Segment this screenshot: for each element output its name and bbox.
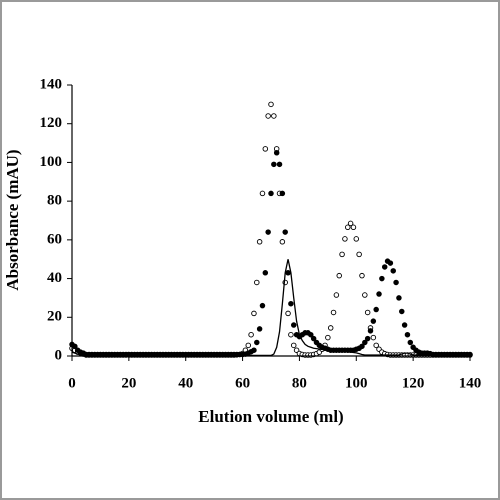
open-circle-point <box>271 113 277 119</box>
y-tick-label: 60 <box>47 231 62 247</box>
y-tick-label: 100 <box>40 154 63 170</box>
filled-circle-point <box>401 322 408 328</box>
filled-circle-point <box>404 331 411 338</box>
open-circle-point <box>285 310 291 317</box>
filled-circle-point <box>407 339 414 346</box>
open-circle-point <box>245 342 252 349</box>
filled-circle-point <box>282 229 288 235</box>
filled-circle-point <box>310 335 317 342</box>
open-circle-point <box>254 279 260 286</box>
open-circle-point <box>279 239 286 245</box>
open-circle-point <box>336 272 342 279</box>
filled-circle-point <box>256 326 263 332</box>
open-circle-point <box>259 190 266 197</box>
filled-circle-point <box>367 328 374 334</box>
open-circle-point <box>333 292 340 298</box>
filled-circle-point <box>290 322 297 328</box>
y-tick-label: 140 <box>40 76 63 92</box>
y-tick-label: 80 <box>47 193 62 209</box>
filled-circle-point <box>381 264 388 270</box>
filled-circle-point <box>276 161 283 168</box>
filled-circle-point <box>364 335 371 342</box>
open-circle-point <box>356 251 362 258</box>
filled-circle-point <box>273 149 280 156</box>
filled-circle-point <box>285 270 291 276</box>
x-tick-label: 100 <box>345 375 368 391</box>
filled-circle-point <box>254 339 260 346</box>
filled-circle-point <box>399 308 405 315</box>
open-circle-point <box>364 309 371 316</box>
open-circle-point <box>339 251 345 258</box>
y-tick-label: 120 <box>40 115 63 131</box>
open-circle-point <box>288 331 294 338</box>
filled-circle-point <box>359 343 365 350</box>
filled-circle-point <box>387 260 394 266</box>
x-tick-label: 0 <box>68 375 76 391</box>
open-circle-point <box>359 272 365 279</box>
open-circle-point <box>290 342 297 349</box>
filled-circle-point <box>370 318 377 324</box>
open-circle-point <box>362 292 368 298</box>
filled-circle-point <box>271 161 277 168</box>
open-circle-point <box>248 331 254 338</box>
open-circle-point <box>268 101 274 108</box>
open-circle-point <box>325 334 331 341</box>
filled-circle-point <box>362 339 368 346</box>
open-circle-point <box>251 310 257 317</box>
filled-circle-point <box>288 300 294 307</box>
filled-circle-point <box>262 270 269 276</box>
filled-circle-point <box>373 306 379 313</box>
y-tick-label: 40 <box>47 270 62 286</box>
open-circle-point <box>347 220 354 227</box>
filled-circle-point <box>379 275 385 282</box>
filled-circle-point <box>279 190 286 197</box>
open-circle-point <box>327 325 334 331</box>
filled-circle-point <box>393 279 399 286</box>
x-tick-label: 40 <box>178 375 193 391</box>
open-circle-point <box>373 342 379 349</box>
open-circle-point <box>262 146 269 152</box>
x-tick-label: 80 <box>292 375 307 391</box>
plot-area: 0 20 40 60 80 100 120 140 0 20 40 60 80 100 120 140 <box>40 76 482 391</box>
open-circle-point <box>265 113 271 119</box>
x-axis-title: Elution volume (ml) <box>198 407 343 426</box>
open-circle-point <box>342 236 348 242</box>
open-circle-point <box>345 224 351 231</box>
open-circle-point <box>350 224 357 231</box>
x-tick-label: 140 <box>459 375 482 391</box>
filled-circle-point <box>265 229 271 235</box>
filled-circle-point <box>259 302 266 309</box>
filled-circle-point <box>268 190 274 197</box>
open-circle-point <box>330 309 337 316</box>
y-tick-label: 20 <box>47 309 62 325</box>
x-tick-label: 120 <box>402 375 425 391</box>
open-circle-point <box>370 334 377 341</box>
filled-circle-point <box>376 291 382 297</box>
x-tick-label: 60 <box>235 375 250 391</box>
open-circle-point <box>256 239 263 245</box>
x-tick-label: 20 <box>121 375 136 391</box>
filled-circle-point <box>396 295 402 301</box>
filled-circle-point <box>251 347 257 353</box>
y-axis-title: Absorbance (mAU) <box>3 149 22 290</box>
open-circle-point <box>353 236 360 242</box>
y-tick-label: 0 <box>55 347 63 363</box>
filled-circle-point <box>308 331 314 338</box>
filled-circle-point <box>390 268 396 274</box>
